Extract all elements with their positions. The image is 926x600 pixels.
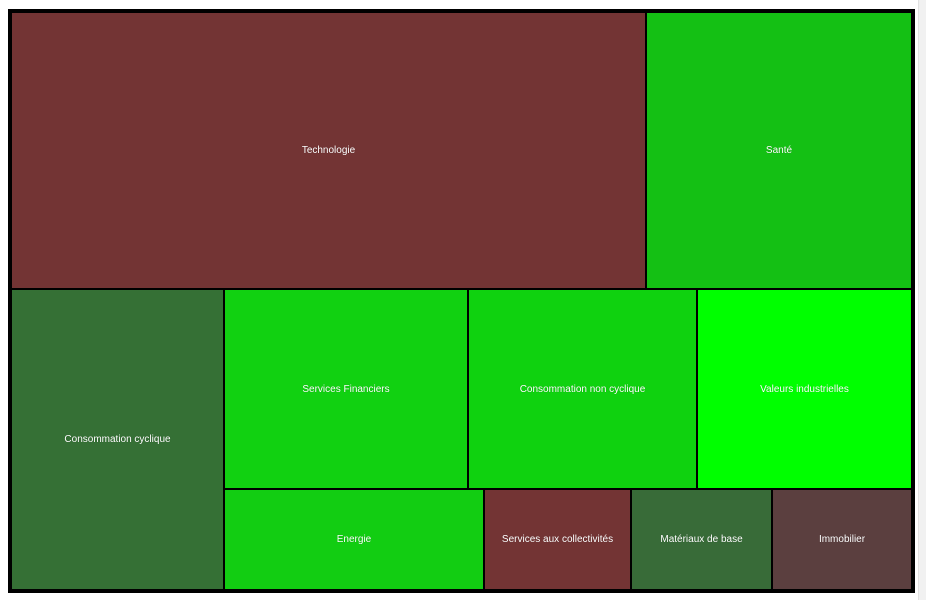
tile-label: Technologie xyxy=(301,145,356,156)
tile-label: Valeurs industrielles xyxy=(760,383,849,395)
tile-valeurs-industrielles[interactable]: Valeurs industrielles xyxy=(697,289,912,489)
tile-label: Matériaux de base xyxy=(660,534,743,545)
tile-sante[interactable]: Santé xyxy=(646,12,912,289)
tile-label: Services Financiers xyxy=(302,383,390,395)
tile-immobilier[interactable]: Immobilier xyxy=(772,489,912,590)
tile-consommation-non-cyclique[interactable]: Consommation non cyclique xyxy=(468,289,697,489)
tile-consommation-cyclique[interactable]: Consommation cyclique xyxy=(11,289,224,590)
tile-label: Energie xyxy=(336,534,372,545)
tile-materiaux-de-base[interactable]: Matériaux de base xyxy=(631,489,772,590)
tile-label: Services aux collectivités xyxy=(501,534,614,545)
vertical-scrollbar[interactable] xyxy=(918,0,926,600)
treemap-chart: Technologie Santé Consommation cyclique Ser… xyxy=(8,9,915,593)
tile-technologie[interactable]: Technologie xyxy=(11,12,646,289)
tile-label: Consommation non cyclique xyxy=(519,383,646,395)
tile-label: Santé xyxy=(765,145,793,156)
tile-label: Consommation cyclique xyxy=(64,434,171,445)
tile-label: Immobilier xyxy=(818,534,866,545)
tile-energie[interactable]: Energie xyxy=(224,489,484,590)
tile-services-financiers[interactable]: Services Financiers xyxy=(224,289,468,489)
tile-services-aux-collectivites[interactable]: Services aux collectivités xyxy=(484,489,631,590)
